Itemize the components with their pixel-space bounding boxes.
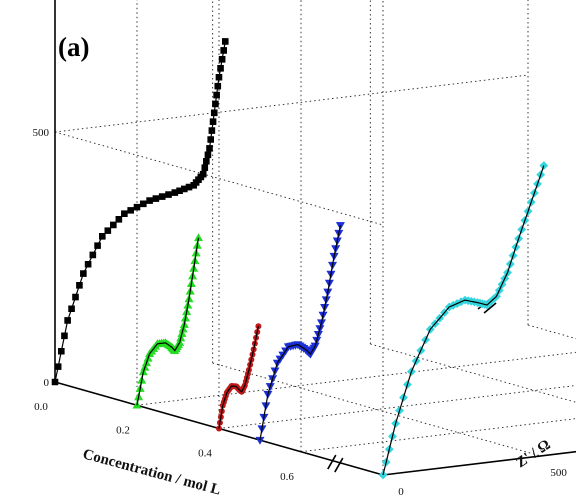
data-point [255, 323, 262, 330]
fit-line [54, 41, 226, 383]
data-point [221, 38, 229, 45]
grid-line [54, 131, 384, 226]
z-real-axis-title: Z' / Ω [513, 437, 553, 471]
grid-line [54, 74, 529, 133]
imag-tick-label: 500 [33, 127, 50, 139]
concentration-tick-label: 0.0 [34, 401, 48, 413]
imag-tick-label: 0 [44, 377, 50, 389]
fit-line [382, 165, 545, 476]
concentration-tick-label: 0.6 [280, 471, 294, 483]
axis-break-mark [327, 454, 344, 473]
concentration-tick-label: 0.2 [116, 424, 130, 436]
fit-line [259, 225, 341, 441]
grid-line [370, 343, 576, 403]
axes [54, 0, 576, 476]
fit-line [218, 326, 259, 429]
series-2 [216, 323, 262, 432]
z-real-tick-label: 0 [398, 486, 404, 498]
concentration-tick-label: 0.4 [198, 448, 212, 460]
fit-line [136, 237, 200, 406]
series-0 [51, 38, 229, 386]
series-4 [378, 161, 549, 480]
z-real-axis [382, 450, 576, 476]
grid-line [136, 351, 576, 406]
z-real-tick-label: 500 [550, 467, 567, 479]
series-layer [51, 38, 549, 480]
grid-line [212, 362, 541, 457]
series-3 [255, 222, 345, 445]
panel-label: (a) [58, 32, 89, 62]
grid-lines [54, 0, 576, 476]
labels: 0.00.20.40.605001000150005001000Concentr… [33, 127, 568, 499]
series-1 [132, 233, 204, 409]
grid-line [527, 324, 576, 340]
